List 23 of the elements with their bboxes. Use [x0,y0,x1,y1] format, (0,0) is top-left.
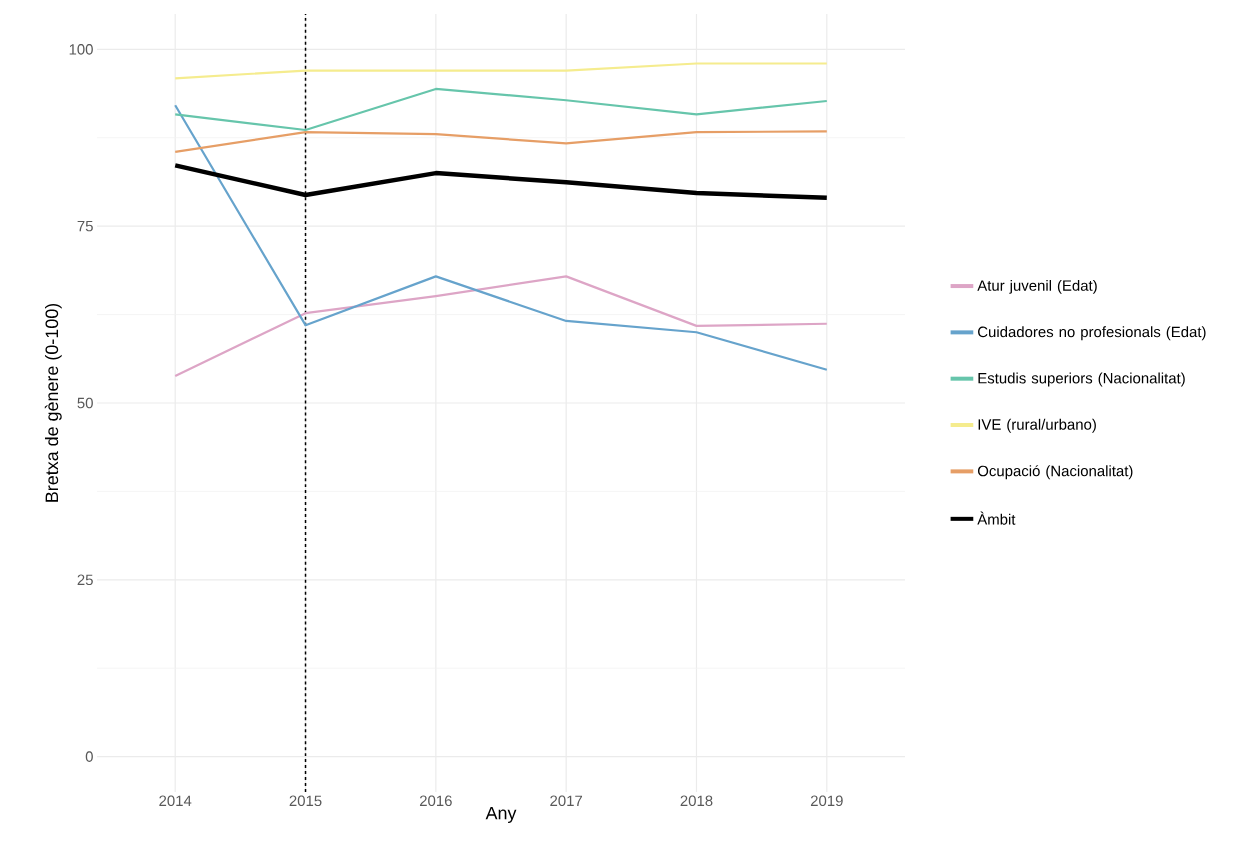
line-series [174,104,828,371]
x-tick-label: 2019 [810,795,843,807]
legend-label: IVE (rural/urbano) [978,418,1096,433]
x-tick-label: 2015 [289,795,322,807]
y-axis-title: Bretxa de gènere (0-100) [44,303,62,502]
y-tick-label: 50 [77,397,93,409]
legend-label: Ocupació (Nacionalitat) [977,465,1133,480]
x-tick-label: 2018 [680,795,713,807]
legend-label: Cuidadores no profesionals (Edat) [978,326,1206,341]
y-tick-label: 0 [85,751,93,762]
x-tick-label: 2016 [419,795,452,807]
x-tick-label: 2017 [550,795,583,807]
legend-label: Àmbit [977,511,1016,525]
line-series [174,87,828,132]
x-tick-label: 2014 [159,795,192,807]
y-tick-label: 75 [77,220,93,232]
line-series [174,130,828,153]
legend-label: Estudis superiors (Nacionalitat) [978,372,1185,387]
legend-label: Atur juvenil (Edat) [977,279,1097,294]
x-axis-title: Any [485,806,517,823]
y-tick-label: 25 [77,574,93,586]
line-series [174,275,828,378]
y-tick-label: 100 [69,44,93,55]
